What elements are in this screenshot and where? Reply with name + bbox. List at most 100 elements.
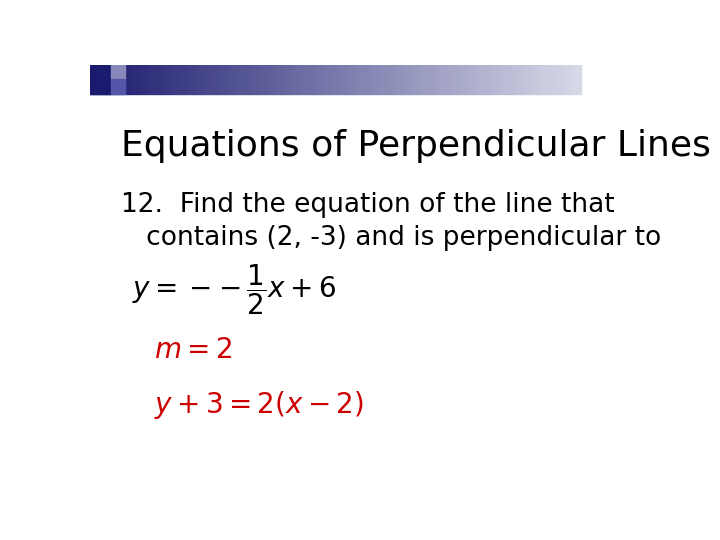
Bar <box>341 64 343 94</box>
Bar <box>333 64 336 94</box>
Bar <box>292 64 294 94</box>
Bar <box>208 64 210 94</box>
Bar <box>350 64 353 94</box>
Bar <box>306 64 308 94</box>
Bar <box>431 64 433 94</box>
Bar <box>294 64 296 94</box>
Bar <box>522 64 525 94</box>
Bar <box>233 64 235 94</box>
Bar <box>156 64 158 94</box>
Bar <box>480 64 483 94</box>
Bar <box>466 64 468 94</box>
Text: $\it{y} = -\!-\dfrac{1}{2}\it{x}+6$: $\it{y} = -\!-\dfrac{1}{2}\it{x}+6$ <box>132 262 336 317</box>
Bar <box>161 64 163 94</box>
Bar <box>279 64 282 94</box>
Bar <box>95 64 97 94</box>
Bar <box>200 64 203 94</box>
Text: $\it{y} + 3 = 2(\it{x} - 2)$: $\it{y} + 3 = 2(\it{x} - 2)$ <box>154 389 364 421</box>
Bar <box>451 64 454 94</box>
Bar <box>343 64 346 94</box>
Bar <box>205 64 208 94</box>
Bar <box>407 64 409 94</box>
Bar <box>107 64 109 94</box>
Bar <box>104 64 107 94</box>
Bar <box>139 64 142 94</box>
Bar <box>203 64 205 94</box>
Bar <box>557 64 559 94</box>
Bar <box>198 64 200 94</box>
Bar <box>267 64 269 94</box>
Bar <box>111 79 125 94</box>
Bar <box>544 64 546 94</box>
Bar <box>454 64 456 94</box>
Bar <box>503 64 505 94</box>
Bar <box>355 64 358 94</box>
Bar <box>363 64 365 94</box>
Bar <box>495 64 498 94</box>
Bar <box>191 64 193 94</box>
Bar <box>510 64 513 94</box>
Bar <box>213 64 215 94</box>
Bar <box>537 64 539 94</box>
Bar <box>421 64 424 94</box>
Bar <box>419 64 421 94</box>
Bar <box>245 64 247 94</box>
Bar <box>321 64 323 94</box>
Bar <box>552 64 554 94</box>
Bar <box>186 64 188 94</box>
Bar <box>114 64 117 94</box>
Bar <box>490 64 492 94</box>
Bar <box>299 64 301 94</box>
Bar <box>382 64 384 94</box>
Bar <box>449 64 451 94</box>
Bar <box>225 64 228 94</box>
Bar <box>254 64 257 94</box>
Bar <box>174 64 176 94</box>
Bar <box>429 64 431 94</box>
Bar <box>384 64 387 94</box>
Bar <box>539 64 541 94</box>
Bar <box>181 64 184 94</box>
Bar <box>397 64 400 94</box>
Bar <box>475 64 478 94</box>
Bar <box>346 64 348 94</box>
Bar <box>269 64 271 94</box>
Bar <box>176 64 179 94</box>
Bar <box>360 64 363 94</box>
Bar <box>154 64 156 94</box>
Bar <box>441 64 444 94</box>
Bar <box>468 64 471 94</box>
Bar <box>308 64 311 94</box>
Bar <box>193 64 196 94</box>
Bar <box>365 64 367 94</box>
Bar <box>196 64 198 94</box>
Bar <box>375 64 377 94</box>
Bar <box>409 64 412 94</box>
Bar <box>146 64 149 94</box>
Bar <box>370 64 372 94</box>
Bar <box>111 64 125 79</box>
Bar <box>282 64 284 94</box>
Bar <box>424 64 426 94</box>
Bar <box>444 64 446 94</box>
Bar <box>412 64 414 94</box>
Bar <box>100 64 102 94</box>
Bar <box>318 64 321 94</box>
Bar <box>215 64 217 94</box>
Bar <box>301 64 304 94</box>
Bar <box>414 64 417 94</box>
Bar <box>257 64 259 94</box>
Bar <box>184 64 186 94</box>
Bar <box>92 64 95 94</box>
Bar <box>179 64 181 94</box>
Bar <box>390 64 392 94</box>
Bar <box>529 64 532 94</box>
Bar <box>569 64 571 94</box>
Bar <box>311 64 313 94</box>
Bar <box>97 64 100 94</box>
Bar <box>264 64 267 94</box>
Bar <box>498 64 500 94</box>
Bar <box>463 64 466 94</box>
Bar <box>252 64 254 94</box>
Bar <box>330 64 333 94</box>
